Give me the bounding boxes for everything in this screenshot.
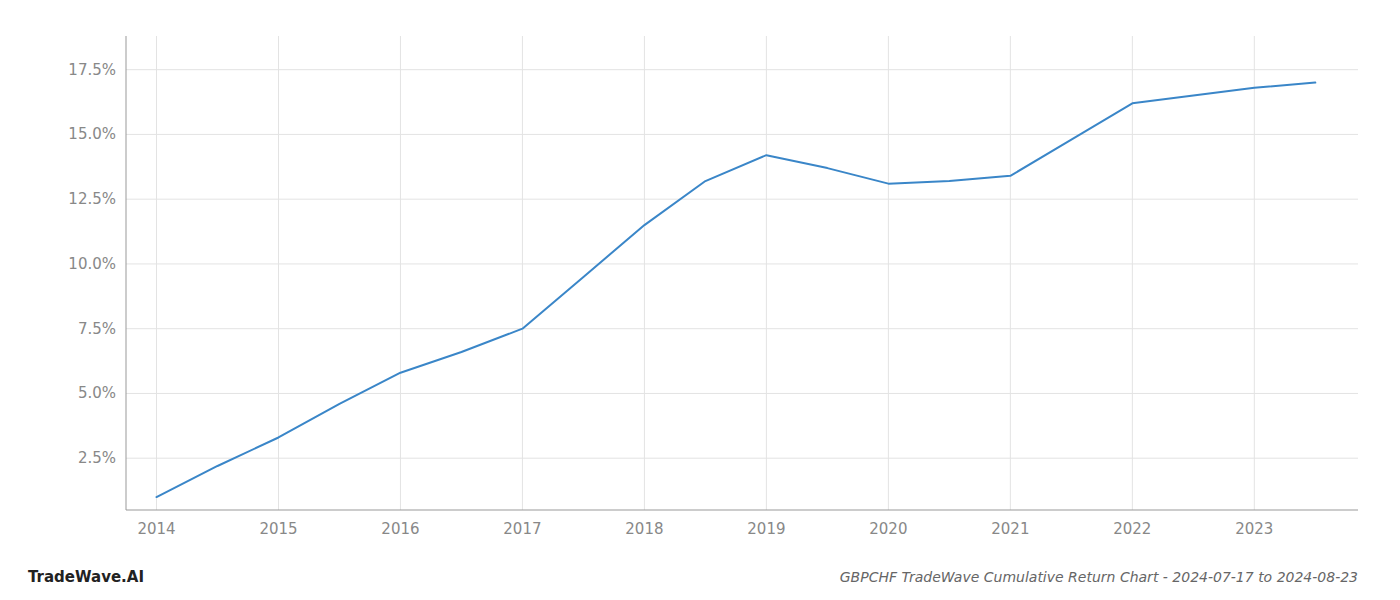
y-axis-line <box>126 36 127 510</box>
chart-svg: 2014 2015 2016 2017 2018 2019 2020 2021 2022 2023… <box>0 0 1400 600</box>
x-grid-line <box>522 36 523 510</box>
x-tick-label: 2014 <box>137 520 175 538</box>
tick-labels: 2014 2015 2016 2017 2018 2019 2020 2021 2022 2023… <box>68 61 1273 538</box>
x-tick-label: 2015 <box>259 520 297 538</box>
x-tick-label: 2021 <box>991 520 1029 538</box>
y-grid-line <box>126 458 1358 459</box>
x-grid-line <box>1010 36 1011 510</box>
x-tick-label: 2022 <box>1113 520 1151 538</box>
y-grid-line <box>126 69 1358 70</box>
y-grid-line <box>126 328 1358 329</box>
data-line <box>157 83 1316 497</box>
y-grid-line <box>126 263 1358 264</box>
y-tick-label: 7.5% <box>78 320 116 338</box>
x-tick-label: 2019 <box>747 520 785 538</box>
watermark: TradeWave.AI <box>28 568 144 586</box>
y-tick-label: 17.5% <box>68 61 116 79</box>
x-grid-line <box>888 36 889 510</box>
grid <box>126 36 1358 510</box>
x-tick-label: 2020 <box>869 520 907 538</box>
x-tick-label: 2018 <box>625 520 663 538</box>
y-tick-label: 2.5% <box>78 449 116 467</box>
x-grid-line <box>156 36 157 510</box>
x-grid-line <box>278 36 279 510</box>
y-grid-line <box>126 199 1358 200</box>
x-grid-line <box>766 36 767 510</box>
x-axis-line <box>126 510 1358 511</box>
y-tick-label: 12.5% <box>68 190 116 208</box>
plot-area <box>157 83 1316 497</box>
y-grid-line <box>126 134 1358 135</box>
y-grid-line <box>126 393 1358 394</box>
x-tick-label: 2023 <box>1235 520 1273 538</box>
x-grid-line <box>644 36 645 510</box>
chart-container: 2014 2015 2016 2017 2018 2019 2020 2021 2022 2023… <box>0 0 1400 600</box>
x-grid-line <box>1254 36 1255 510</box>
y-tick-label: 5.0% <box>78 384 116 402</box>
x-grid-line <box>400 36 401 510</box>
y-tick-label: 15.0% <box>68 125 116 143</box>
x-tick-label: 2017 <box>503 520 541 538</box>
chart-title: GBPCHF TradeWave Cumulative Return Chart… <box>840 569 1358 585</box>
y-tick-label: 10.0% <box>68 255 116 273</box>
x-grid-line <box>1132 36 1133 510</box>
x-tick-label: 2016 <box>381 520 419 538</box>
